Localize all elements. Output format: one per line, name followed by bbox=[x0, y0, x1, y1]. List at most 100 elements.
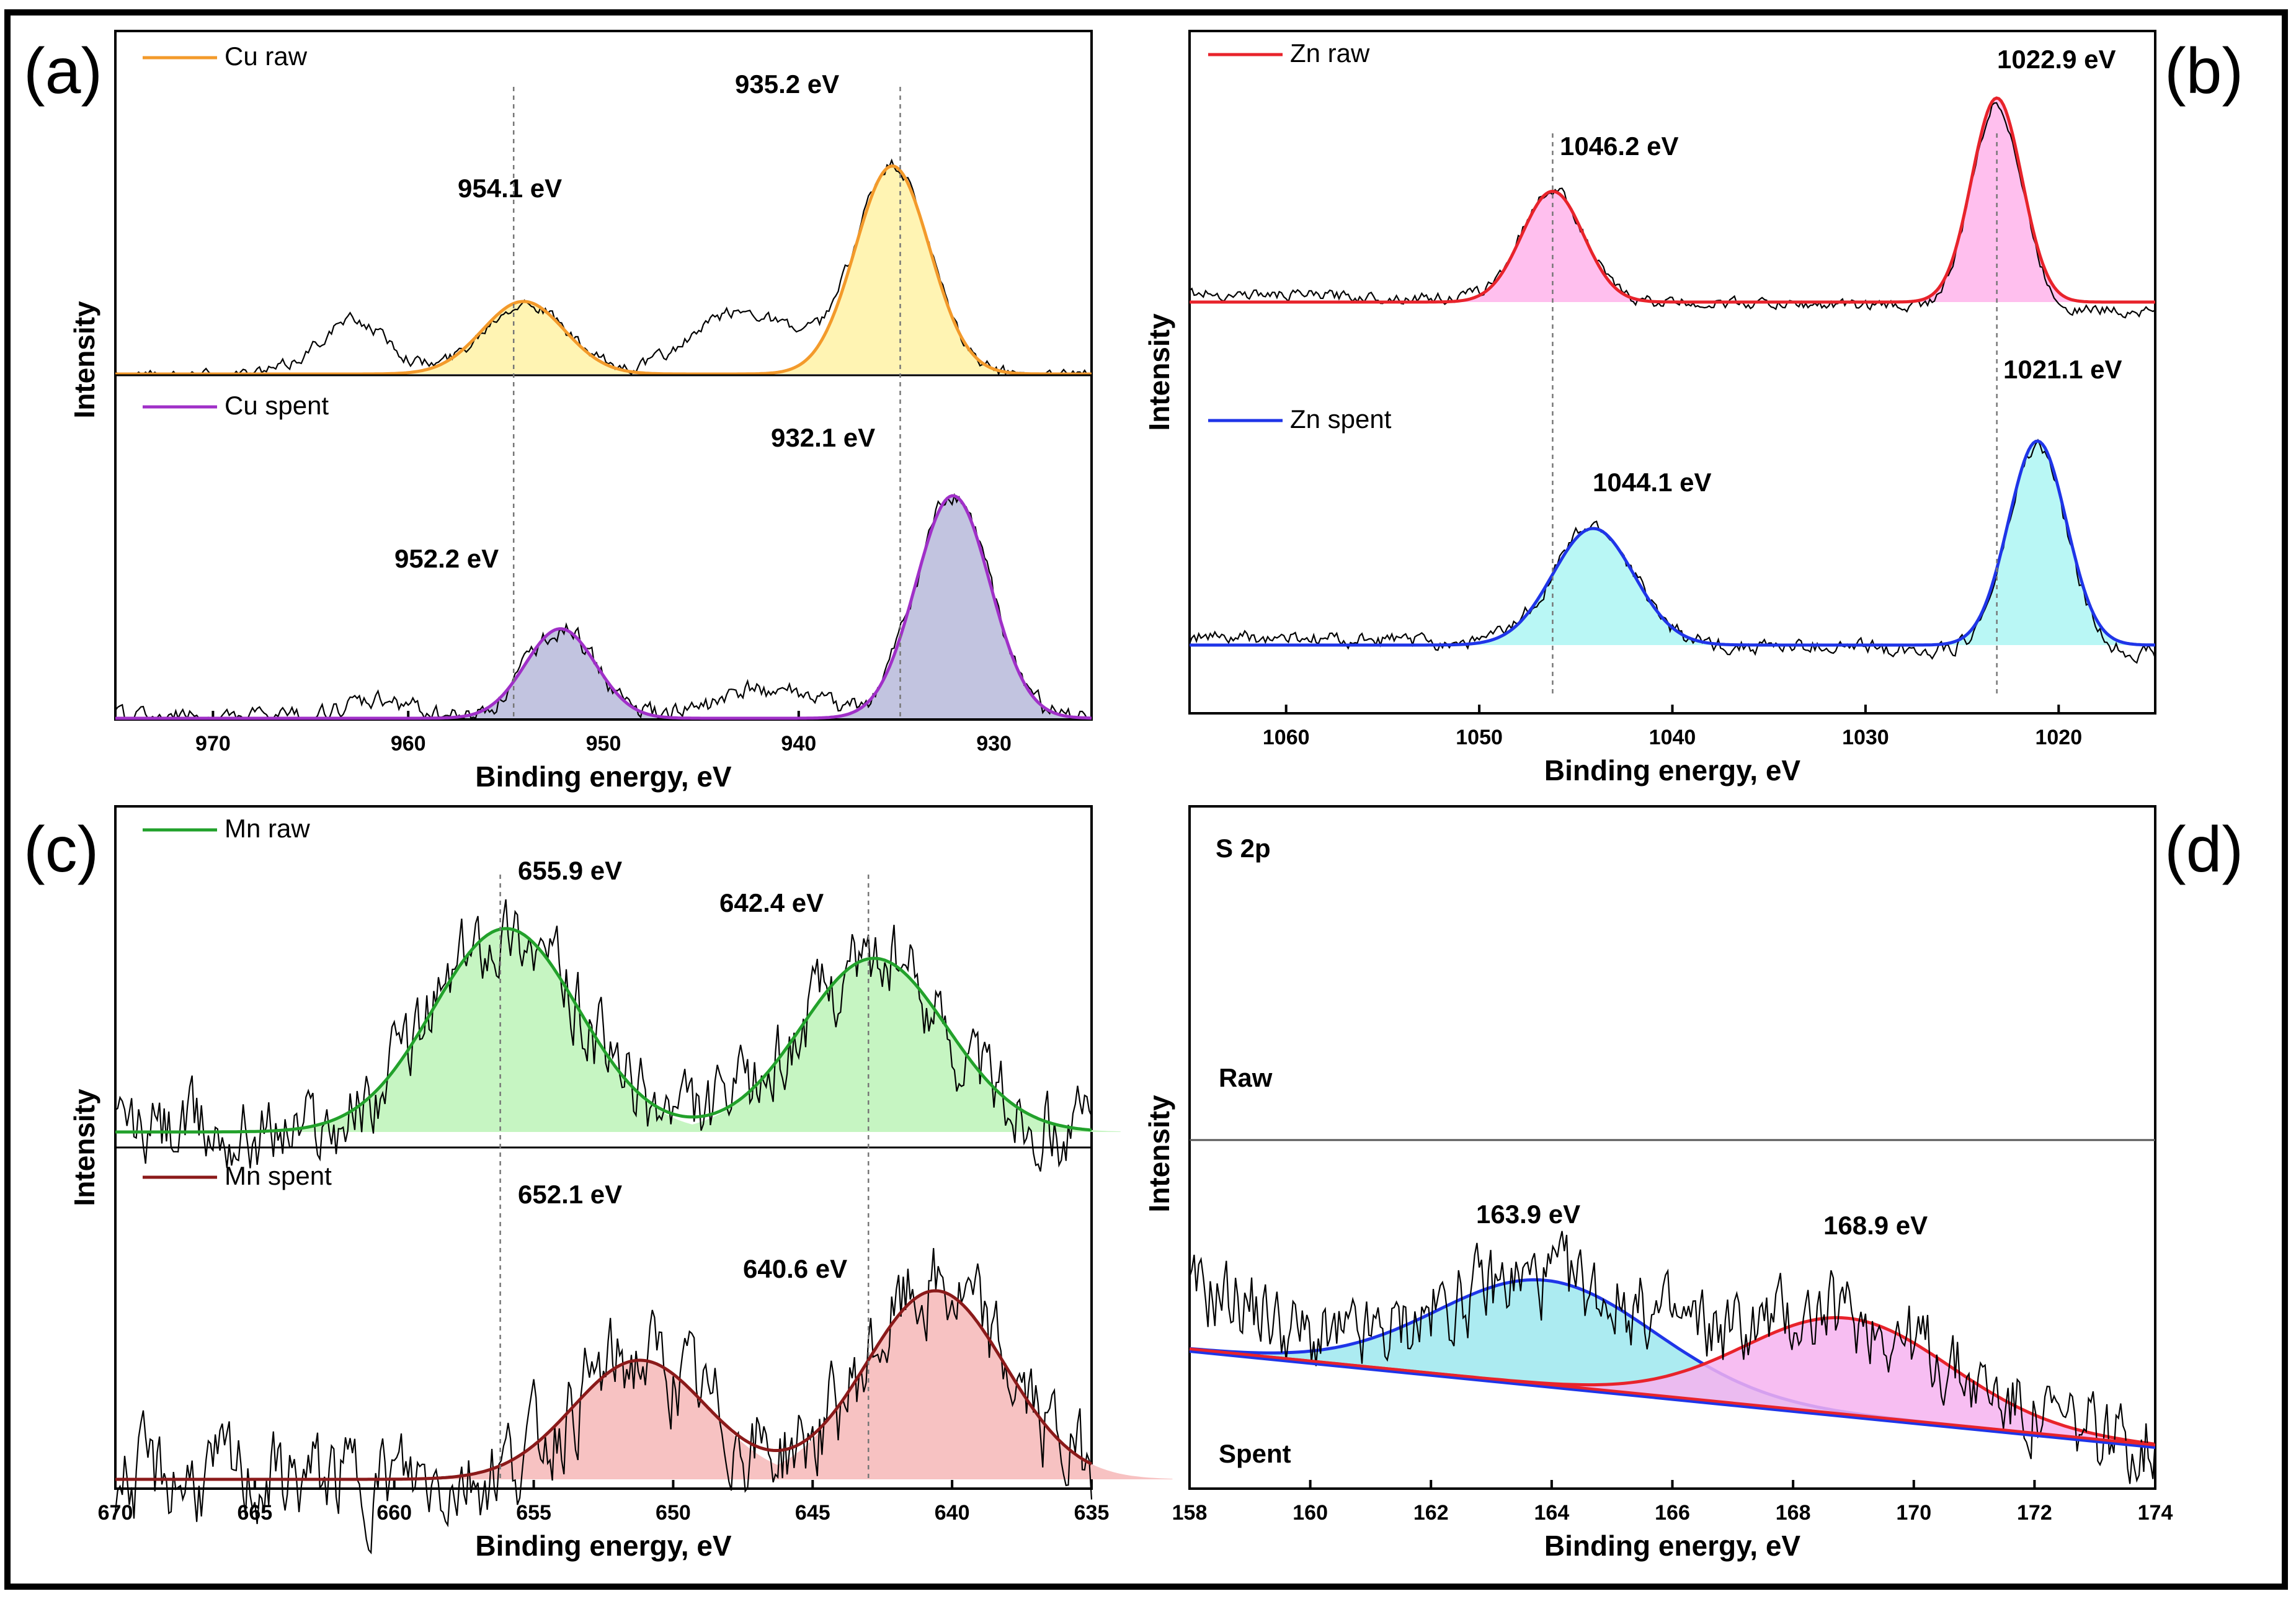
x-tick-label: 1030 bbox=[1842, 726, 1889, 749]
legend-item: Mn spent bbox=[143, 1161, 332, 1190]
x-axis-label: Binding energy, eV bbox=[475, 760, 732, 793]
x-tick-label: 950 bbox=[586, 732, 621, 755]
legend-item: Zn spent bbox=[1208, 404, 1392, 434]
series-mn-spent: Mn spent 652.1 eV 640.6 eV bbox=[114, 1161, 1173, 1555]
x-tick-label: 174 bbox=[2138, 1501, 2173, 1525]
x-axis-label: Binding energy, eV bbox=[475, 1530, 732, 1562]
peak-fill bbox=[1455, 528, 1732, 645]
legend-item: Mn raw bbox=[143, 814, 310, 843]
peak-label: 168.9 eV bbox=[1823, 1211, 1928, 1240]
x-tick-label: 164 bbox=[1534, 1501, 1570, 1525]
peak-label: 652.1 eV bbox=[518, 1180, 622, 1209]
panel-label: (b) bbox=[2165, 35, 2243, 107]
peak-label: 954.1 eV bbox=[458, 174, 562, 203]
x-tick-label: 670 bbox=[98, 1501, 133, 1525]
chart-title: S 2p bbox=[1216, 834, 1271, 863]
legend-item: Cu spent bbox=[143, 391, 329, 420]
peak-label: 932.1 eV bbox=[771, 423, 875, 452]
series-zn-raw: Zn raw 1046.2 eV 1022.9 eV bbox=[1189, 38, 2156, 319]
panel-a: 970 960 950 940 930 Binding energy, eV Intensi… bbox=[24, 30, 1093, 793]
peak-fill bbox=[1190, 1280, 2155, 1445]
raw-data-line bbox=[1189, 102, 2156, 319]
x-tick-label: 170 bbox=[1896, 1501, 1931, 1525]
panel-label: (d) bbox=[2165, 814, 2243, 886]
series-zn-spent: Zn spent 1044.1 eV 1021.1 eV bbox=[1188, 355, 2156, 664]
legend-item: Cu raw bbox=[143, 42, 308, 71]
y-axis-label: Intensity bbox=[1143, 1095, 1175, 1213]
background-line bbox=[1189, 1350, 2156, 1449]
x-tick-label: 655 bbox=[516, 1501, 551, 1525]
legend-item: Zn raw bbox=[1208, 38, 1370, 68]
legend-label: Zn raw bbox=[1290, 38, 1370, 68]
raw-data-line bbox=[114, 1248, 1093, 1555]
x-tick-label: 645 bbox=[795, 1501, 830, 1525]
legend-label: Mn spent bbox=[225, 1161, 332, 1190]
x-axis-label: Binding energy, eV bbox=[1544, 1530, 1801, 1562]
x-tick-label: 660 bbox=[376, 1501, 412, 1525]
fit-line bbox=[115, 494, 1092, 720]
spent-label: Spent bbox=[1219, 1439, 1291, 1468]
series-spent: 163.9 eV 168.9 eV bbox=[1188, 1200, 2156, 1484]
legend-label: Mn raw bbox=[225, 814, 310, 843]
fit-line bbox=[115, 164, 1092, 376]
y-axis-label: Intensity bbox=[68, 1089, 100, 1206]
x-tick-label: 172 bbox=[2017, 1501, 2052, 1525]
background-line bbox=[1189, 1347, 2156, 1447]
x-tick-label: 960 bbox=[391, 732, 426, 755]
peak-label: 952.2 eV bbox=[394, 544, 499, 573]
x-tick-label: 940 bbox=[781, 732, 816, 755]
y-axis-label: Intensity bbox=[1143, 313, 1175, 431]
peak-label: 163.9 eV bbox=[1476, 1200, 1580, 1229]
peak-fill bbox=[698, 1291, 1173, 1479]
panel-d: 158 160 162 164 166 168 170 172 174 Binding energ… bbox=[1143, 805, 2243, 1562]
peak-label: 640.6 eV bbox=[743, 1254, 847, 1283]
peak-fill bbox=[766, 166, 1019, 374]
legend-label: Cu spent bbox=[225, 391, 329, 420]
figure-frame bbox=[4, 9, 2288, 1590]
legend-label: Cu raw bbox=[225, 42, 308, 71]
x-axis-label: Binding energy, eV bbox=[1544, 754, 1801, 786]
y-axis-label: Intensity bbox=[68, 301, 100, 419]
fit-line bbox=[1190, 96, 2155, 304]
peak-fill bbox=[1939, 441, 2136, 645]
panel-label: (a) bbox=[24, 35, 102, 107]
panel-label: (c) bbox=[24, 814, 99, 886]
raw-data-line bbox=[1188, 1231, 2156, 1484]
x-tick-label: 650 bbox=[656, 1501, 691, 1525]
series-mn-raw: Mn raw 655.9 eV 642.4 eV bbox=[115, 814, 1121, 1172]
x-tick-label: 160 bbox=[1293, 1501, 1328, 1525]
peak-fill bbox=[412, 1360, 868, 1479]
x-tick-label: 166 bbox=[1655, 1501, 1690, 1525]
peak-fill bbox=[627, 958, 1121, 1132]
x-tick-label: 1040 bbox=[1649, 726, 1696, 749]
series-cu-spent: Cu spent 932.1 eV 952.2 eV bbox=[115, 391, 1092, 721]
x-tick-label: 1020 bbox=[2035, 726, 2082, 749]
peak-label: 642.4 eV bbox=[719, 888, 824, 917]
peak-fill bbox=[827, 496, 1079, 718]
x-tick-label: 168 bbox=[1776, 1501, 1811, 1525]
x-tick-label: 970 bbox=[195, 732, 231, 755]
series-cu-raw: Cu raw 935.2 eV 954.1 eV bbox=[115, 42, 1092, 376]
peak-fill bbox=[1911, 98, 2083, 302]
panel-b: 1060 1050 1040 1030 1020 Binding energy, eV In… bbox=[1143, 30, 2243, 786]
x-tick-label: 640 bbox=[935, 1501, 970, 1525]
peak-label: 1044.1 eV bbox=[1593, 468, 1712, 497]
peak-fill bbox=[441, 628, 680, 718]
fit-line bbox=[115, 927, 1092, 1134]
peak-label: 1021.1 eV bbox=[2003, 355, 2122, 384]
peak-fill bbox=[1190, 1317, 2155, 1445]
peak-label: 655.9 eV bbox=[518, 856, 622, 885]
peak-fill bbox=[384, 301, 663, 374]
x-tick-label: 635 bbox=[1074, 1501, 1110, 1525]
raw-label: Raw bbox=[1219, 1063, 1273, 1092]
fit-line bbox=[115, 1289, 1093, 1481]
x-tick-label: 158 bbox=[1172, 1501, 1208, 1525]
x-tick-label: 930 bbox=[976, 732, 1012, 755]
fit-line bbox=[1190, 439, 2155, 647]
peak-label: 935.2 eV bbox=[735, 69, 839, 99]
x-tick-label: 162 bbox=[1413, 1501, 1449, 1525]
peak-label: 1022.9 eV bbox=[1997, 45, 2116, 74]
peak-fill bbox=[259, 929, 753, 1132]
